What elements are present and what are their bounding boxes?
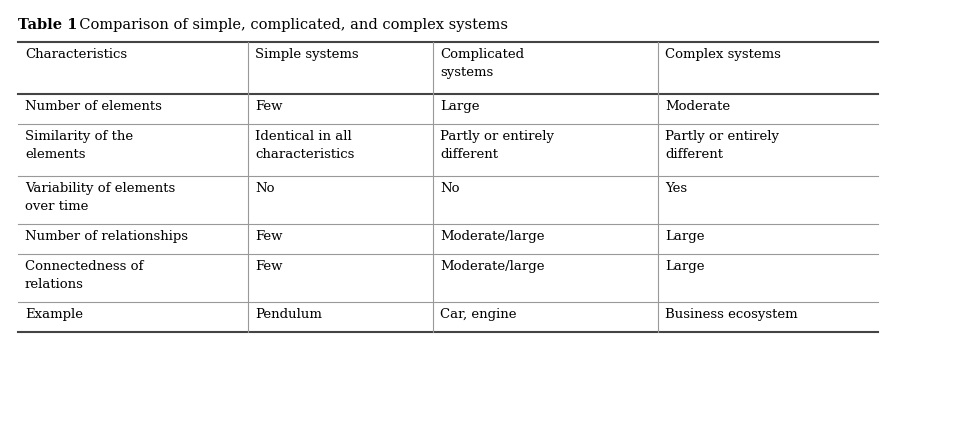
Text: Few: Few bbox=[254, 260, 282, 273]
Text: Characteristics: Characteristics bbox=[25, 48, 127, 61]
Text: Car, engine: Car, engine bbox=[439, 308, 516, 321]
Text: Number of elements: Number of elements bbox=[25, 100, 162, 113]
Text: No: No bbox=[439, 182, 459, 195]
Text: Moderate/large: Moderate/large bbox=[439, 230, 544, 243]
Text: Few: Few bbox=[254, 230, 282, 243]
Text: Similarity of the
elements: Similarity of the elements bbox=[25, 130, 133, 161]
Text: Pendulum: Pendulum bbox=[254, 308, 321, 321]
Text: No: No bbox=[254, 182, 274, 195]
Text: Large: Large bbox=[664, 260, 703, 273]
Text: Identical in all
characteristics: Identical in all characteristics bbox=[254, 130, 354, 161]
Text: Business ecosystem: Business ecosystem bbox=[664, 308, 797, 321]
Text: Number of relationships: Number of relationships bbox=[25, 230, 188, 243]
Text: Large: Large bbox=[664, 230, 703, 243]
Text: Moderate: Moderate bbox=[664, 100, 729, 113]
Text: Example: Example bbox=[25, 308, 83, 321]
Text: Table 1: Table 1 bbox=[18, 18, 77, 32]
Text: Complicated
systems: Complicated systems bbox=[439, 48, 523, 79]
Text: Few: Few bbox=[254, 100, 282, 113]
Text: Variability of elements
over time: Variability of elements over time bbox=[25, 182, 175, 213]
Text: Partly or entirely
different: Partly or entirely different bbox=[664, 130, 779, 161]
Text: Comparison of simple, complicated, and complex systems: Comparison of simple, complicated, and c… bbox=[70, 18, 507, 32]
Text: Simple systems: Simple systems bbox=[254, 48, 358, 61]
Text: Moderate/large: Moderate/large bbox=[439, 260, 544, 273]
Text: Large: Large bbox=[439, 100, 479, 113]
Text: Partly or entirely
different: Partly or entirely different bbox=[439, 130, 554, 161]
Text: Yes: Yes bbox=[664, 182, 686, 195]
Text: Connectedness of
relations: Connectedness of relations bbox=[25, 260, 143, 291]
Text: Complex systems: Complex systems bbox=[664, 48, 781, 61]
